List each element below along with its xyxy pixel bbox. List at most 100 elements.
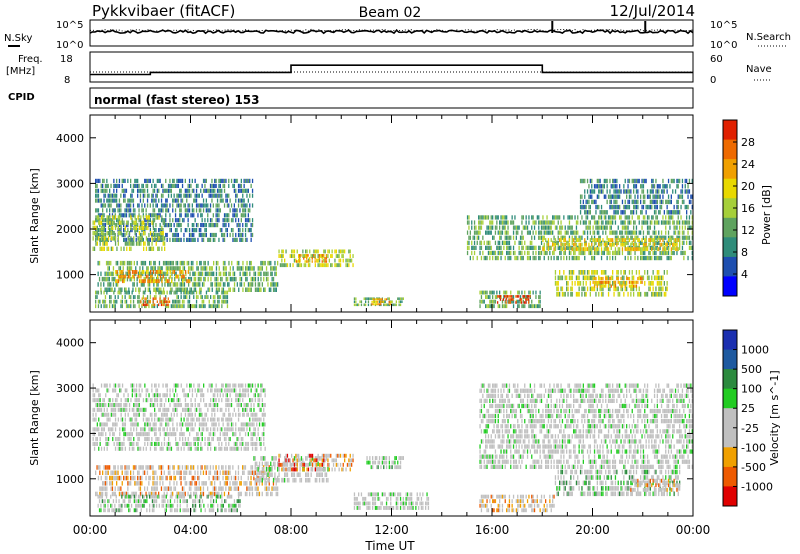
- heatmap-cell: [628, 270, 631, 275]
- heatmap-cell: [680, 194, 682, 199]
- heatmap-cell: [116, 188, 118, 193]
- heatmap-cell: [232, 446, 234, 451]
- heatmap-cell: [667, 210, 670, 215]
- heatmap-cell: [187, 193, 189, 198]
- heatmap-cell: [535, 304, 537, 309]
- heatmap-cell: [519, 235, 522, 240]
- heatmap-cell: [688, 215, 691, 220]
- heatmap-cell: [199, 271, 201, 277]
- heatmap-cell: [557, 230, 559, 235]
- heatmap-cell: [205, 188, 207, 193]
- heatmap-cell: [512, 295, 515, 299]
- heatmap-cell: [559, 230, 561, 235]
- heatmap-cell: [586, 286, 589, 292]
- heatmap-cell: [585, 291, 587, 297]
- heatmap-cell: [192, 271, 194, 277]
- heatmap-cell: [394, 303, 396, 307]
- heatmap-cell: [145, 215, 148, 220]
- heatmap-cell: [105, 383, 107, 388]
- heatmap-cell: [95, 441, 97, 446]
- heatmap-cell: [176, 422, 178, 427]
- heatmap-cell: [105, 287, 108, 292]
- heatmap-cell: [257, 398, 259, 403]
- heatmap-cell: [338, 258, 340, 263]
- heatmap-cell: [148, 304, 150, 309]
- heatmap-cell: [264, 422, 266, 427]
- heatmap-cell: [173, 393, 175, 398]
- heatmap-cell: [486, 230, 488, 235]
- heatmap-cell: [691, 230, 693, 235]
- heatmap-cell: [635, 284, 638, 288]
- heatmap-cell: [602, 189, 604, 194]
- heatmap-cell: [366, 297, 368, 300]
- heatmap-cell: [649, 238, 651, 242]
- heatmap-cell: [554, 215, 557, 220]
- heatmap-cell: [253, 407, 255, 412]
- heatmap-cell: [600, 286, 603, 292]
- heatmap-cell: [265, 271, 268, 277]
- heatmap-cell: [137, 407, 139, 412]
- heatmap-cell: [375, 300, 377, 303]
- heatmap-cell: [133, 407, 135, 412]
- heatmap-cell: [103, 383, 105, 388]
- heatmap-cell: [644, 281, 646, 286]
- heatmap-cell: [178, 287, 180, 292]
- heatmap-cell: [111, 213, 114, 218]
- heatmap-cell: [529, 245, 531, 250]
- heatmap-cell: [164, 271, 166, 277]
- heatmap-cell: [169, 300, 171, 303]
- heatmap-cell: [128, 437, 131, 442]
- heatmap-cell: [111, 228, 114, 233]
- heatmap-cell: [137, 422, 139, 427]
- heatmap-cell: [184, 203, 186, 208]
- power-colorbar-swatch: [723, 237, 737, 258]
- heatmap-cell: [179, 282, 181, 287]
- heatmap-cell: [181, 287, 183, 292]
- heatmap-cell: [633, 280, 635, 284]
- heatmap-cell: [507, 220, 509, 225]
- heatmap-cell: [648, 204, 650, 210]
- heatmap-cell: [131, 228, 133, 233]
- heatmap-cell: [198, 437, 201, 442]
- heatmap-cell: [574, 255, 576, 261]
- heatmap-cell: [525, 298, 527, 301]
- heatmap-cell: [554, 242, 557, 247]
- heatmap-cell: [617, 240, 619, 245]
- heatmap-cell: [640, 194, 642, 199]
- heatmap-cell: [232, 208, 234, 213]
- heatmap-cell: [249, 228, 251, 233]
- heatmap-cell: [621, 238, 624, 242]
- heatmap-cell: [92, 225, 94, 231]
- heatmap-cell: [581, 250, 583, 256]
- heatmap-cell: [118, 213, 121, 218]
- heatmap-cell: [624, 225, 626, 230]
- heatmap-cell: [95, 427, 97, 432]
- heatmap-cell: [218, 446, 220, 451]
- heatmap-cell: [162, 446, 164, 451]
- heatmap-cell: [131, 446, 133, 451]
- heatmap-cell: [540, 240, 543, 245]
- heatmap-cell: [522, 304, 524, 309]
- heatmap-cell: [135, 241, 138, 246]
- heatmap-cell: [633, 275, 635, 281]
- heatmap-cell: [660, 220, 663, 225]
- heatmap-cell: [508, 295, 510, 298]
- heatmap-cell: [137, 299, 139, 304]
- freq-panel: Freq. [MHz] 18 8 60 0 Nave: [6, 51, 772, 86]
- heatmap-cell: [176, 398, 178, 403]
- heatmap-cell: [230, 403, 233, 408]
- heatmap-cell: [324, 260, 326, 263]
- heatmap-cell: [599, 225, 601, 230]
- heatmap-cell: [630, 210, 632, 215]
- heatmap-cell: [543, 225, 545, 230]
- heatmap-cell: [134, 215, 136, 220]
- heatmap-cell: [628, 199, 631, 205]
- heatmap-cell: [633, 199, 635, 205]
- heatmap-cell: [215, 388, 217, 393]
- heatmap-cell: [224, 290, 226, 295]
- heatmap-cell: [648, 281, 650, 286]
- heatmap-cell: [100, 412, 103, 417]
- heatmap-cell: [110, 282, 112, 287]
- heatmap-cell: [194, 198, 196, 203]
- heatmap-cell: [162, 231, 164, 236]
